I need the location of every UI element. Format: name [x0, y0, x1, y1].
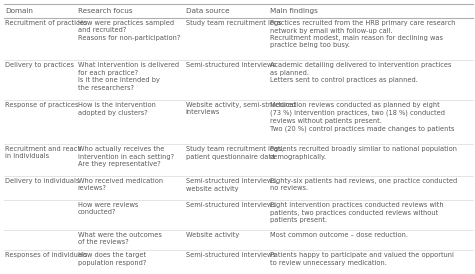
Text: Domain: Domain [5, 8, 33, 14]
Text: How is the intervention
adopted by clusters?: How is the intervention adopted by clust… [78, 102, 156, 116]
Text: Study team recruitment logs: Study team recruitment logs [186, 20, 281, 26]
Text: How were practices sampled
and recruited?
Reasons for non-participation?: How were practices sampled and recruited… [78, 20, 180, 41]
Text: What intervention is delivered
for each practice?
Is it the one intended by
the : What intervention is delivered for each … [78, 62, 179, 90]
Text: How does the target
population respond?: How does the target population respond? [78, 252, 146, 266]
Text: Eighty-six patients had reviews, one practice conducted
no reviews.: Eighty-six patients had reviews, one pra… [270, 178, 457, 192]
Text: Responses of individuals: Responses of individuals [5, 252, 87, 258]
Text: Semi-structured interviews: Semi-structured interviews [186, 252, 276, 258]
Text: What were the outcomes
of the reviews?: What were the outcomes of the reviews? [78, 232, 162, 246]
Text: Patients happy to participate and valued the opportuni
to review unnecessary med: Patients happy to participate and valued… [270, 252, 454, 266]
Text: Main findings: Main findings [270, 8, 318, 14]
Text: Most common outcome – dose reduction.: Most common outcome – dose reduction. [270, 232, 408, 238]
Text: Eight intervention practices conducted reviews with
patients, two practices cond: Eight intervention practices conducted r… [270, 202, 444, 223]
Text: Practices recruited from the HRB primary care research
network by email with fol: Practices recruited from the HRB primary… [270, 20, 456, 48]
Text: Website activity, semi-structured
interviews: Website activity, semi-structured interv… [186, 102, 296, 116]
Text: Who actually receives the
intervention in each setting?
Are they representative?: Who actually receives the intervention i… [78, 146, 174, 167]
Text: Research focus: Research focus [78, 8, 133, 14]
Text: Academic detailing delivered to intervention practices
as planned.
Letters sent : Academic detailing delivered to interven… [270, 62, 451, 83]
Text: Recruitment of practices: Recruitment of practices [5, 20, 87, 26]
Text: Delivery to practices: Delivery to practices [5, 62, 74, 68]
Text: Response of practices: Response of practices [5, 102, 78, 108]
Text: Medication reviews conducted as planned by eight
(73 %) intervention practices, : Medication reviews conducted as planned … [270, 102, 455, 132]
Text: Study team recruitment logs,
patient questionnaire data: Study team recruitment logs, patient que… [186, 146, 283, 159]
Text: Semi-structured interviews: Semi-structured interviews [186, 62, 276, 68]
Text: Semi-structured interviews: Semi-structured interviews [186, 202, 276, 208]
Text: Recruitment and reach
in individuals: Recruitment and reach in individuals [5, 146, 82, 159]
Text: Who received medication
reviews?: Who received medication reviews? [78, 178, 163, 192]
Text: Data source: Data source [186, 8, 229, 14]
Text: How were reviews
conducted?: How were reviews conducted? [78, 202, 138, 215]
Text: Semi-structured interviews,
website activity: Semi-structured interviews, website acti… [186, 178, 277, 192]
Text: Patients recruited broadly similar to national population
demographically.: Patients recruited broadly similar to na… [270, 146, 457, 159]
Text: Website activity: Website activity [186, 232, 239, 238]
Text: Delivery to individuals: Delivery to individuals [5, 178, 79, 184]
